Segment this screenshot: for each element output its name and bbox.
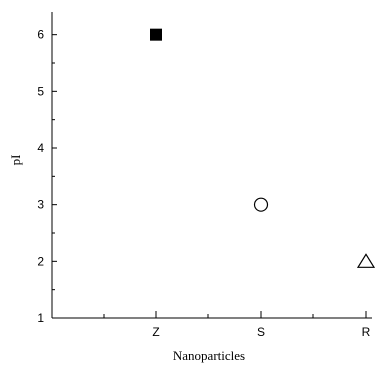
y-tick-label: 5 — [37, 84, 44, 98]
point-S — [253, 197, 269, 212]
y-tick-label: 4 — [37, 141, 44, 155]
point-Z — [150, 28, 162, 41]
y-tick-label: 3 — [37, 198, 44, 212]
y-axis-title: pI — [8, 155, 23, 166]
x-tick-label: Z — [152, 325, 159, 339]
axes — [51, 12, 372, 319]
point-R — [356, 253, 376, 268]
data-points — [150, 28, 376, 268]
x-axis-title: Nanoparticles — [173, 348, 245, 363]
y-tick-label: 2 — [37, 254, 44, 268]
y-axis-ticks: 1 2 3 4 5 6 — [37, 28, 57, 325]
x-tick-label: S — [257, 325, 265, 339]
y-tick-label: 1 — [37, 311, 44, 325]
x-tick-label: R — [362, 325, 371, 339]
y-tick-label: 6 — [37, 28, 44, 42]
